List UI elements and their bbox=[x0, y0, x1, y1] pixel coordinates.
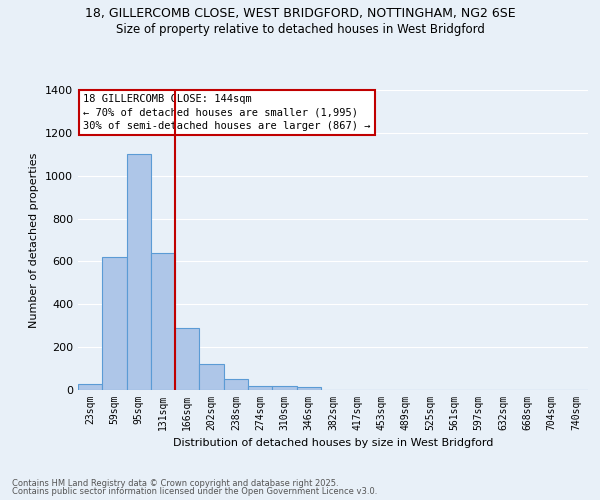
Bar bbox=[224, 380, 248, 390]
X-axis label: Distribution of detached houses by size in West Bridgford: Distribution of detached houses by size … bbox=[173, 438, 493, 448]
Text: Size of property relative to detached houses in West Bridgford: Size of property relative to detached ho… bbox=[116, 22, 484, 36]
Bar bbox=[175, 328, 199, 390]
Y-axis label: Number of detached properties: Number of detached properties bbox=[29, 152, 40, 328]
Bar bbox=[78, 384, 102, 390]
Bar bbox=[272, 386, 296, 390]
Text: 18 GILLERCOMB CLOSE: 144sqm
← 70% of detached houses are smaller (1,995)
30% of : 18 GILLERCOMB CLOSE: 144sqm ← 70% of det… bbox=[83, 94, 371, 131]
Text: Contains HM Land Registry data © Crown copyright and database right 2025.: Contains HM Land Registry data © Crown c… bbox=[12, 478, 338, 488]
Bar bbox=[127, 154, 151, 390]
Bar bbox=[102, 257, 127, 390]
Bar bbox=[151, 253, 175, 390]
Text: 18, GILLERCOMB CLOSE, WEST BRIDGFORD, NOTTINGHAM, NG2 6SE: 18, GILLERCOMB CLOSE, WEST BRIDGFORD, NO… bbox=[85, 8, 515, 20]
Bar bbox=[248, 386, 272, 390]
Text: Contains public sector information licensed under the Open Government Licence v3: Contains public sector information licen… bbox=[12, 487, 377, 496]
Bar bbox=[199, 364, 224, 390]
Bar bbox=[296, 388, 321, 390]
